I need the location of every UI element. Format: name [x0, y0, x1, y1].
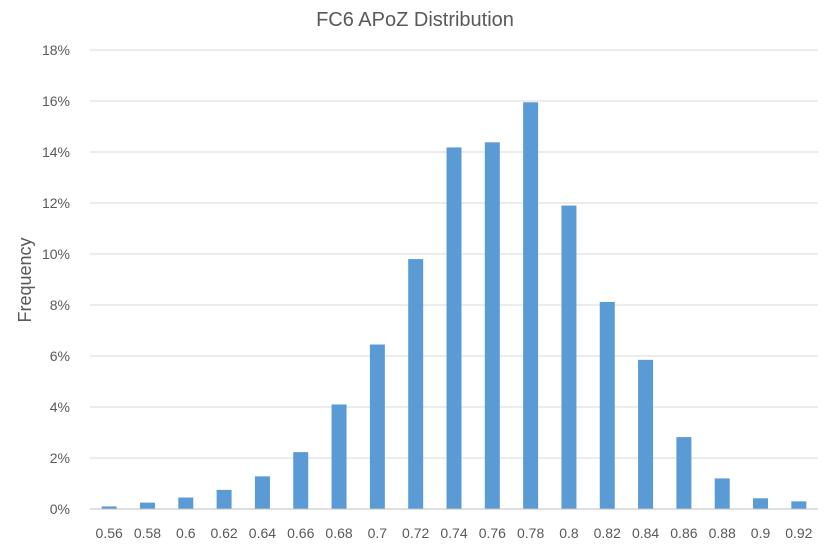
x-tick-label: 0.58	[134, 525, 161, 541]
x-tick-label: 0.76	[479, 525, 506, 541]
y-tick-labels: 0% 2% 4% 6% 8% 10% 12% 14% 16% 18%	[42, 42, 70, 517]
bar	[484, 142, 500, 509]
y-tick-label: 8%	[50, 297, 70, 313]
x-tick-label: 0.82	[594, 525, 621, 541]
bar	[369, 344, 385, 509]
bar	[446, 147, 462, 509]
y-axis-label: Frequency	[15, 237, 35, 322]
x-tick-label: 0.92	[785, 525, 812, 541]
y-tick-label: 2%	[50, 450, 70, 466]
y-tick-label: 16%	[42, 93, 70, 109]
x-tick-label: 0.66	[287, 525, 314, 541]
bar	[293, 452, 309, 509]
bar	[638, 359, 654, 509]
x-tick-label: 0.7	[368, 525, 388, 541]
bar	[139, 502, 155, 509]
bar	[599, 301, 615, 509]
y-tick-label: 12%	[42, 195, 70, 211]
y-tick-label: 4%	[50, 399, 70, 415]
x-tick-label: 0.86	[670, 525, 697, 541]
bar	[676, 437, 692, 509]
x-tick-label: 0.72	[402, 525, 429, 541]
bar	[331, 404, 347, 509]
bar	[791, 501, 807, 509]
x-tick-label: 0.56	[96, 525, 123, 541]
bar	[561, 205, 577, 510]
bar	[523, 102, 539, 510]
x-tick-label: 0.6	[176, 525, 196, 541]
bar	[101, 506, 117, 509]
bar	[714, 478, 730, 509]
x-tick-label: 0.64	[249, 525, 276, 541]
y-tick-label: 6%	[50, 348, 70, 364]
x-tick-label: 0.62	[210, 525, 237, 541]
chart-title: FC6 APoZ Distribution	[316, 9, 514, 31]
bars	[101, 102, 807, 510]
bar	[178, 497, 194, 509]
y-tick-label: 0%	[50, 501, 70, 517]
x-tick-label: 0.8	[559, 525, 579, 541]
x-tick-labels: 0.56 0.58 0.6 0.62 0.64 0.66 0.68 0.7 0.72 0.74 0.…	[96, 525, 813, 541]
x-tick-label: 0.74	[440, 525, 467, 541]
x-tick-label: 0.68	[325, 525, 352, 541]
x-tick-label: 0.84	[632, 525, 659, 541]
x-tick-label: 0.9	[751, 525, 771, 541]
bar	[408, 259, 424, 509]
bar	[216, 489, 232, 509]
y-tick-label: 18%	[42, 42, 70, 58]
y-tick-label: 14%	[42, 144, 70, 160]
bar	[254, 476, 270, 509]
x-tick-label: 0.88	[709, 525, 736, 541]
x-tick-label: 0.78	[517, 525, 544, 541]
bar	[753, 498, 769, 509]
y-tick-label: 10%	[42, 246, 70, 262]
